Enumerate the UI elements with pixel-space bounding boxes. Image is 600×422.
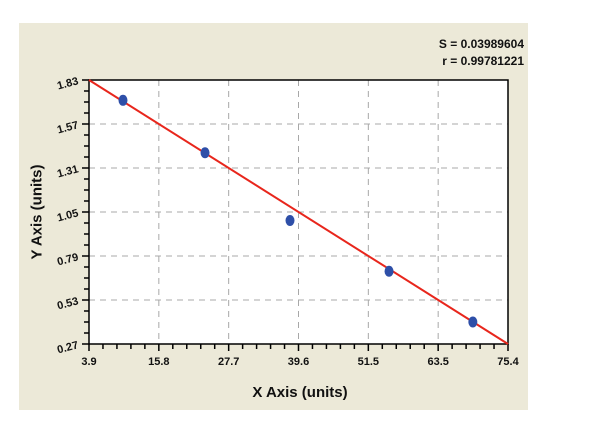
x-tick-label: 51.5: [358, 356, 379, 368]
y-axis-label: Y Axis (units): [28, 164, 46, 260]
y-tick-label: 0.79: [56, 251, 80, 268]
x-tick-label: 27.7: [218, 356, 239, 368]
y-tick-label: 1.31: [56, 163, 80, 180]
y-tick-label: 1.83: [56, 75, 80, 92]
fit-statistics: S = 0.03989604 r = 0.99781221: [439, 36, 524, 70]
y-tick-label: 1.05: [56, 207, 80, 224]
x-axis-label: X Axis (units): [252, 384, 348, 401]
x-tick-label: 75.4: [497, 356, 519, 368]
data-point: [384, 265, 394, 277]
x-tick-label: 15.8: [148, 356, 169, 368]
x-tick-label: 3.9: [81, 356, 96, 368]
x-tick-label: 39.6: [288, 356, 309, 368]
y-tick-label: 1.57: [56, 119, 80, 136]
fit-line: [88, 79, 509, 345]
r-statistic: r = 0.99781221: [442, 54, 524, 68]
y-tick-label: 0.53: [56, 295, 80, 312]
y-tick-label: 0.27: [56, 339, 80, 356]
data-point: [118, 94, 128, 106]
data-point: [200, 147, 210, 159]
data-point: [468, 316, 478, 328]
data-point: [285, 214, 295, 226]
x-tick-label: 63.5: [427, 356, 448, 368]
s-statistic: S = 0.03989604: [438, 37, 524, 51]
